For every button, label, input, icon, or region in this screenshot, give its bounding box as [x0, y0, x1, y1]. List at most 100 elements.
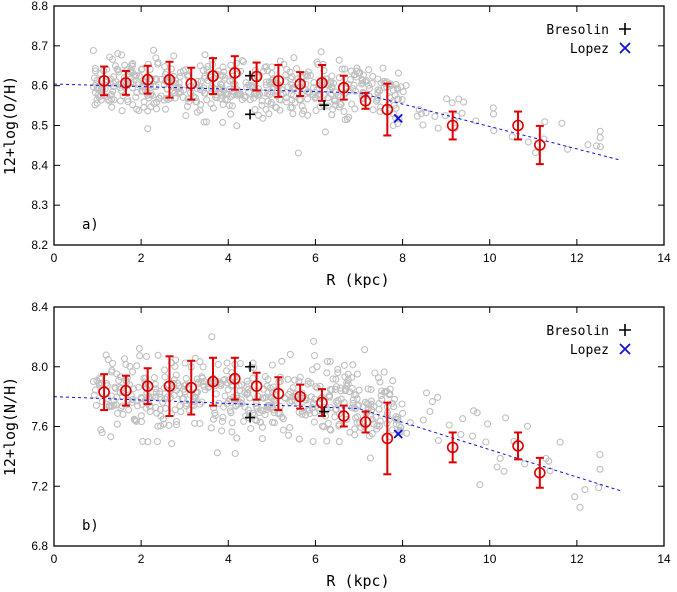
panel-label: a) — [82, 217, 99, 233]
scatter-point — [207, 424, 215, 432]
scatter-point — [131, 416, 139, 425]
scatter-point — [269, 383, 278, 391]
scatter-point — [109, 87, 117, 95]
scatter-point — [289, 110, 297, 118]
scatter-point — [365, 66, 373, 74]
scatter-point — [219, 413, 227, 421]
scatter-point — [228, 428, 236, 436]
scatter-point — [156, 406, 164, 414]
scatter-point — [278, 413, 286, 421]
scatter-point — [177, 408, 185, 416]
scatter-point — [215, 399, 223, 407]
bresolin-point — [245, 412, 256, 423]
scatter-point — [276, 57, 284, 65]
scatter-point — [327, 78, 335, 86]
scatter-point — [233, 122, 241, 130]
scatter-point — [261, 63, 269, 71]
scatter-point — [328, 386, 336, 394]
scatter-points — [89, 46, 604, 157]
scatter-point — [352, 73, 360, 81]
scatter-point — [419, 121, 427, 129]
scatter-point — [92, 80, 100, 88]
scatter-point — [358, 80, 366, 88]
scatter-point — [343, 115, 351, 123]
scatter-point — [571, 493, 579, 501]
scatter-point — [309, 437, 317, 446]
scatter-point — [113, 420, 121, 428]
scatter-point — [331, 97, 339, 105]
scatter-point — [111, 62, 120, 70]
scatter-point — [262, 78, 270, 86]
x-tick-label: 2 — [138, 552, 145, 566]
scatter-point — [221, 392, 229, 400]
scatter-point — [193, 108, 201, 116]
scatter-point — [134, 402, 142, 410]
binned-means — [98, 355, 546, 489]
scatter-point — [106, 97, 114, 105]
scatter-point — [489, 110, 498, 118]
scatter-point — [207, 84, 215, 92]
binned-point — [359, 95, 372, 107]
binned-point — [185, 381, 198, 394]
bresolin-point — [319, 406, 330, 417]
scatter-point — [310, 351, 319, 360]
scatter-point — [376, 378, 384, 386]
scatter-point — [329, 105, 337, 113]
scatter-point — [460, 98, 468, 106]
scatter-point — [240, 417, 248, 425]
scatter-point — [228, 102, 236, 110]
scatter-point — [298, 102, 306, 110]
x-tick-label: 10 — [483, 552, 497, 566]
scatter-point — [227, 409, 235, 417]
scatter-point — [355, 69, 363, 77]
scatter-point — [287, 75, 295, 83]
scatter-point — [181, 359, 189, 367]
x-tick-label: 6 — [312, 251, 319, 265]
scatter-point — [196, 420, 204, 428]
scatter-point — [159, 398, 167, 406]
scatter-point — [353, 370, 361, 378]
scatter-point — [137, 393, 146, 401]
scatter-point — [136, 352, 144, 360]
scatter-point — [128, 368, 137, 376]
scatter-point — [394, 120, 402, 128]
scatter-point — [303, 72, 311, 80]
scatter-point — [281, 78, 289, 86]
x-tick-label: 14 — [657, 251, 671, 265]
lopez-point — [393, 113, 403, 123]
scatter-point — [493, 463, 501, 471]
scatter-point — [259, 89, 268, 97]
scatter-point — [98, 429, 106, 437]
scatter-point — [91, 386, 99, 394]
scatter-point — [364, 385, 372, 393]
binned-point — [163, 73, 176, 86]
x-tick-label: 0 — [51, 552, 58, 566]
scatter-point — [154, 351, 162, 359]
scatter-point — [247, 424, 255, 433]
binned-point — [381, 432, 394, 445]
scatter-point — [214, 360, 222, 368]
binned-point — [381, 103, 394, 116]
binned-point — [272, 75, 285, 87]
scatter-point — [524, 138, 532, 146]
scatter-point — [457, 430, 465, 439]
scatter-point — [232, 401, 240, 409]
scatter-point — [316, 103, 324, 111]
scatter-point — [117, 87, 126, 95]
scatter-point — [108, 402, 116, 410]
scatter-point — [340, 361, 348, 369]
binned-point — [316, 77, 328, 89]
scatter-point — [175, 88, 183, 96]
scatter-point — [417, 110, 425, 118]
scatter-point — [323, 437, 331, 445]
x-tick-label: 6 — [312, 552, 319, 566]
binned-point — [294, 78, 306, 90]
scatter-point — [334, 365, 342, 373]
scatter-point — [320, 67, 328, 75]
scatter-point — [154, 60, 162, 68]
scatter-point — [415, 105, 423, 114]
scatter-point — [203, 66, 211, 74]
y-tick-label: 8.4 — [31, 158, 48, 172]
binned-point — [359, 416, 372, 428]
